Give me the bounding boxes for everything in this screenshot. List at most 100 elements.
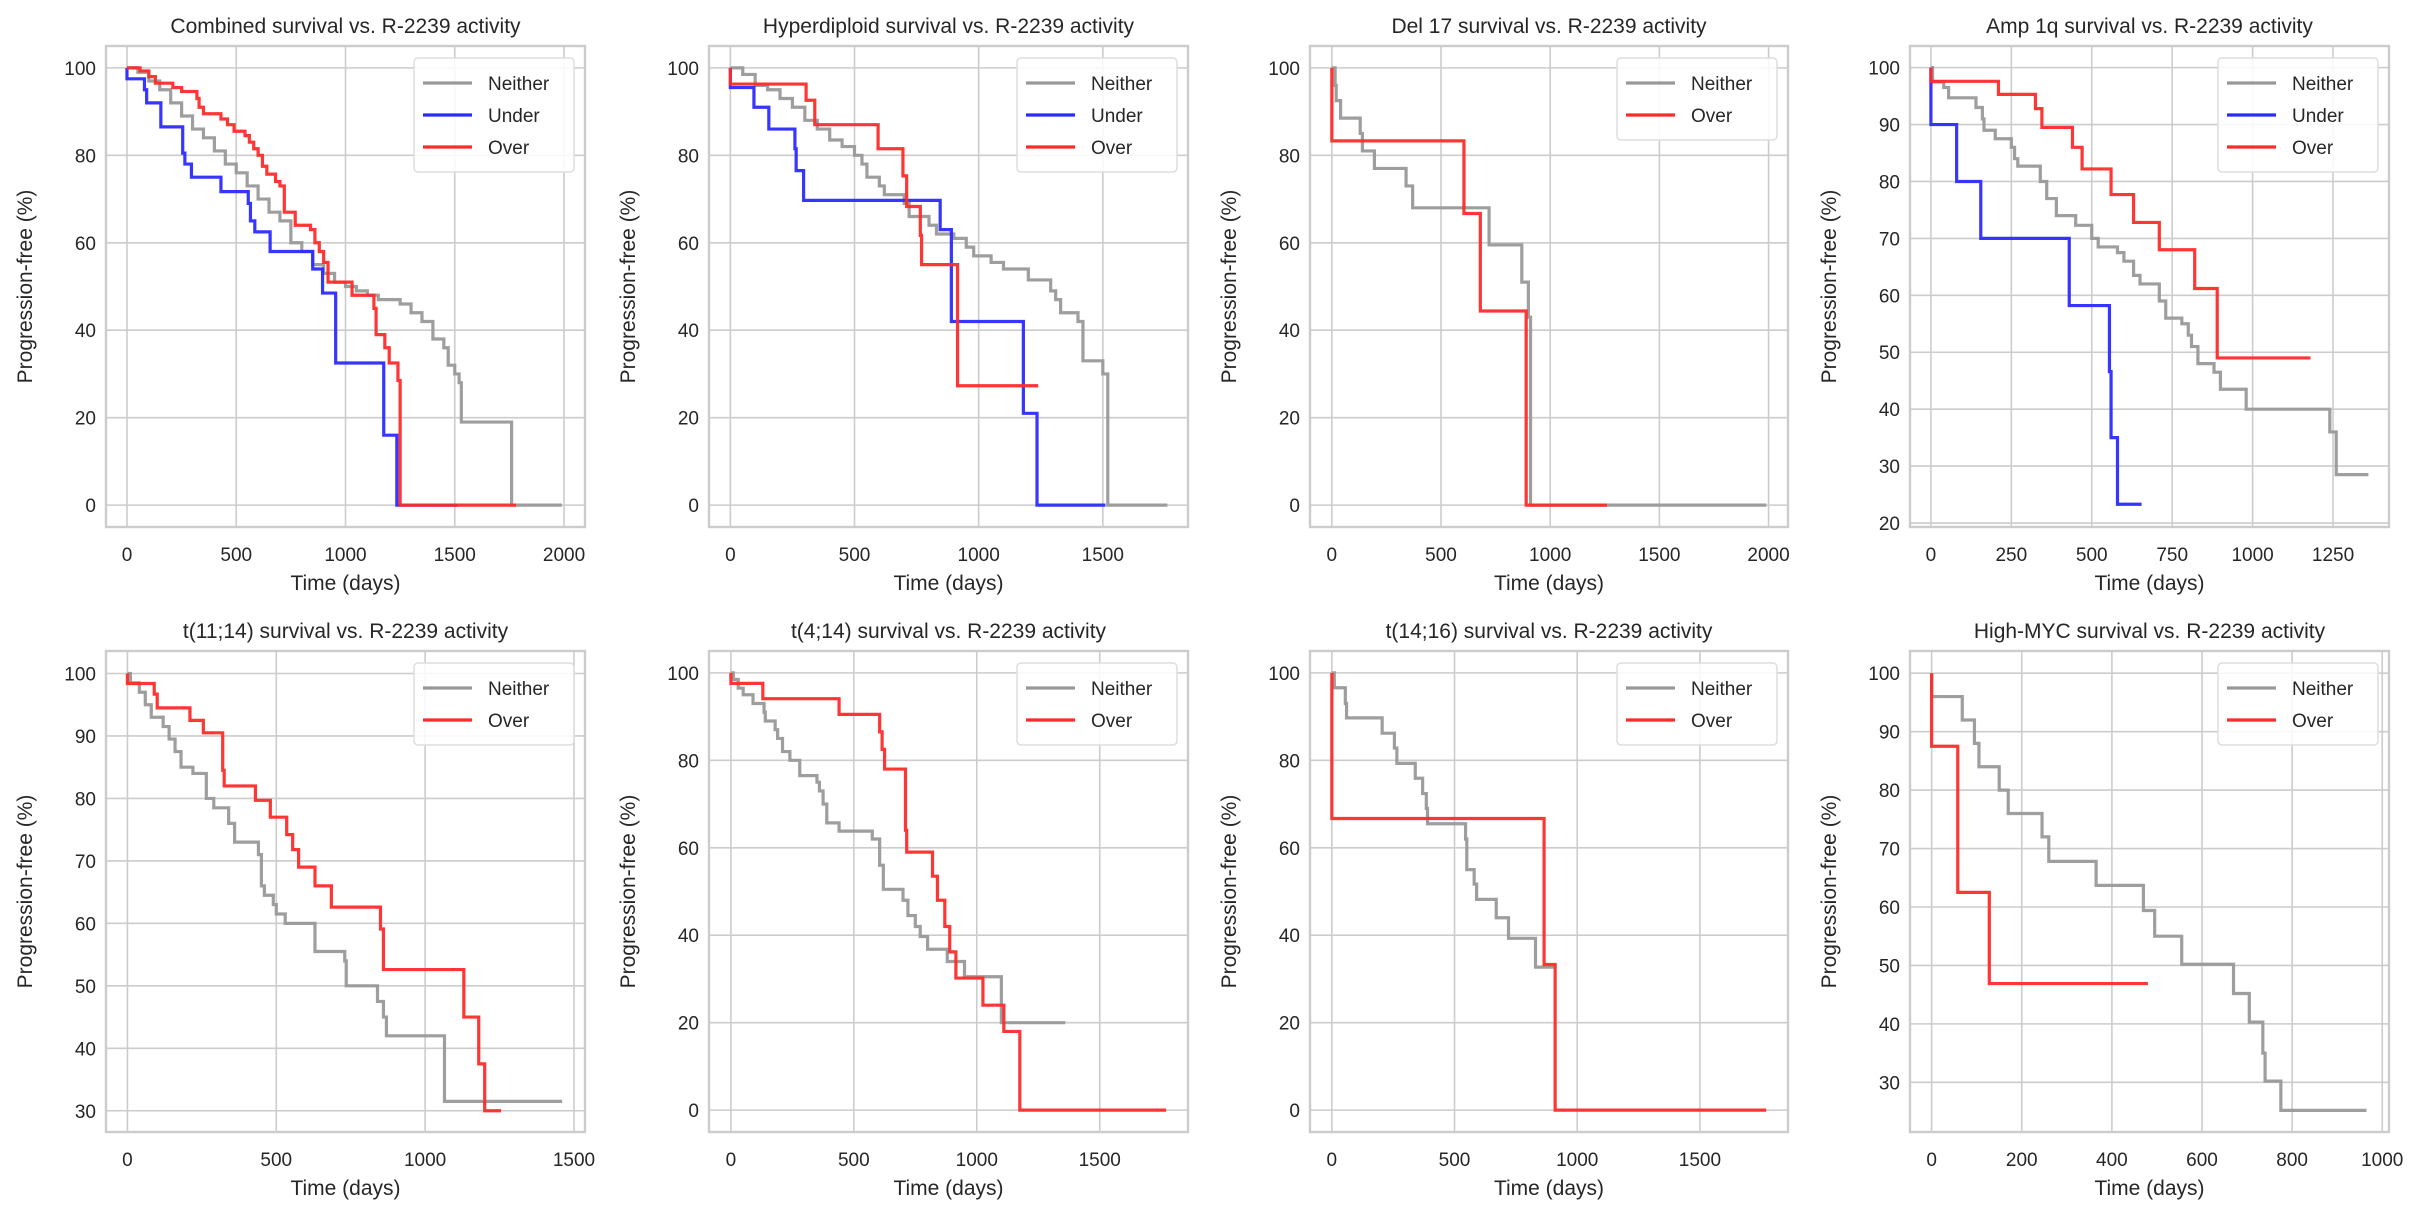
y-tick-label: 0 (1289, 496, 1300, 517)
y-tick-label: 20 (1279, 409, 1300, 430)
x-tick-label: 600 (2186, 1150, 2218, 1171)
subplot-1: 0 500 1000 1500 2000 0 20 40 60 80 100 Combined sur… (14, 15, 587, 595)
y-tick-label: 60 (1879, 898, 1900, 919)
legend-entry: Neither (2292, 74, 2354, 95)
x-tick-label: 1250 (2312, 545, 2354, 566)
legend-entry: Neither (488, 74, 550, 95)
y-tick-label: 70 (1879, 229, 1900, 250)
legend: Neither Under Over (1016, 57, 1178, 173)
legend-box (2217, 57, 2379, 173)
series-line-neither (1331, 671, 1554, 969)
x-tick-label: 500 (1439, 1150, 1471, 1171)
legend-entry: Neither (488, 679, 550, 700)
y-tick-label: 80 (1279, 751, 1300, 772)
y-tick-label: 30 (75, 1102, 96, 1123)
y-axis-label: Progression-free (%) (1218, 795, 1241, 989)
legend-box (1016, 57, 1178, 173)
y-tick-label: 100 (1868, 664, 1900, 685)
y-tick-label: 0 (1289, 1101, 1300, 1122)
x-tick-label: 500 (839, 545, 871, 566)
x-tick-label: 400 (2096, 1150, 2128, 1171)
y-tick-label: 90 (1879, 116, 1900, 137)
y-axis-label: Progression-free (%) (14, 795, 37, 989)
series-line-neither (127, 671, 563, 1103)
subplot-title: t(14;16) survival vs. R-2239 activity (1386, 620, 1713, 643)
legend-entry: Neither (1091, 74, 1153, 95)
legend-box (1616, 662, 1778, 746)
x-tick-label: 800 (2276, 1150, 2308, 1171)
series-line-neither (1331, 66, 1767, 507)
series-line-over (1330, 67, 1607, 507)
x-tick-label: 0 (122, 545, 133, 566)
y-tick-label: 40 (678, 926, 699, 947)
series-line-over (1930, 673, 2148, 986)
series-line-over (728, 67, 1039, 388)
y-tick-label: 0 (688, 1101, 699, 1122)
x-tick-label: 200 (2006, 1150, 2038, 1171)
x-tick-label: 2000 (1747, 545, 1789, 566)
y-tick-label: 80 (75, 146, 96, 167)
y-tick-label: 50 (1879, 343, 1900, 364)
legend-entry: Under (2292, 106, 2344, 127)
legend-entry: Over (2292, 711, 2334, 732)
subplot-title: t(11;14) survival vs. R-2239 activity (183, 620, 509, 643)
y-tick-label: 60 (75, 234, 96, 255)
x-tick-label: 1000 (1529, 545, 1571, 566)
series-line-neither (730, 66, 1168, 507)
x-tick-label: 0 (1926, 1150, 1937, 1171)
legend-entry: Under (488, 106, 540, 127)
legend-box (413, 662, 575, 746)
legend-entry: Over (488, 711, 530, 732)
series-line-under (728, 67, 1106, 507)
x-tick-label: 1500 (553, 1150, 595, 1171)
series-line-under (125, 67, 459, 507)
x-tick-label: 500 (2076, 545, 2108, 566)
legend: Neither Over (2217, 662, 2379, 746)
y-tick-label: 70 (1879, 840, 1900, 861)
subplot-5: 0 500 1000 1500 30 40 50 60 70 80 90 100 t(11;14) su… (14, 620, 595, 1200)
x-tick-label: 250 (1995, 545, 2027, 566)
subplot-6: 0 500 1000 1500 0 20 40 60 80 100 t(4;14) survival… (617, 620, 1190, 1200)
legend: Neither Over (1616, 57, 1778, 141)
y-tick-label: 20 (1879, 514, 1900, 535)
x-tick-label: 500 (1425, 545, 1457, 566)
series-line-over (1330, 672, 1767, 1112)
y-tick-label: 40 (1879, 1015, 1900, 1036)
series-line-under (1929, 67, 2142, 506)
x-tick-label: 1500 (1082, 545, 1124, 566)
legend-entry: Over (1691, 106, 1733, 127)
x-tick-label: 1500 (434, 545, 476, 566)
y-tick-label: 60 (75, 914, 96, 935)
series-line-over (125, 673, 502, 1113)
y-axis-label: Progression-free (%) (1218, 190, 1241, 384)
y-tick-label: 30 (1879, 457, 1900, 478)
legend-entry: Over (2292, 138, 2334, 159)
x-axis-label: Time (days) (893, 572, 1003, 595)
x-tick-label: 1000 (324, 545, 366, 566)
legend: Neither Under Over (413, 57, 575, 173)
legend-box (1016, 662, 1178, 746)
y-tick-label: 80 (678, 751, 699, 772)
subplot-7: 0 500 1000 1500 0 20 40 60 80 100 t(14;16) surviva… (1218, 620, 1790, 1200)
legend-box (413, 57, 575, 173)
subplot-title: t(4;14) survival vs. R-2239 activity (791, 620, 1107, 643)
y-tick-label: 60 (678, 839, 699, 860)
y-tick-label: 50 (1879, 956, 1900, 977)
subplot-title: Combined survival vs. R-2239 activity (170, 15, 521, 38)
x-tick-label: 500 (260, 1150, 292, 1171)
legend-entry: Over (488, 138, 530, 159)
x-tick-label: 1000 (404, 1150, 446, 1171)
legend-entry: Over (1091, 138, 1133, 159)
y-tick-label: 60 (1279, 234, 1300, 255)
x-tick-label: 1000 (2361, 1150, 2403, 1171)
axes-frame (1908, 44, 2391, 529)
x-tick-label: 0 (1327, 545, 1338, 566)
y-tick-label: 40 (1879, 400, 1900, 421)
y-tick-label: 80 (1279, 146, 1300, 167)
x-tick-label: 1500 (1679, 1150, 1721, 1171)
axes-frame (1308, 649, 1790, 1134)
y-tick-label: 100 (667, 59, 699, 80)
y-tick-label: 80 (678, 146, 699, 167)
x-tick-label: 1000 (2231, 545, 2273, 566)
